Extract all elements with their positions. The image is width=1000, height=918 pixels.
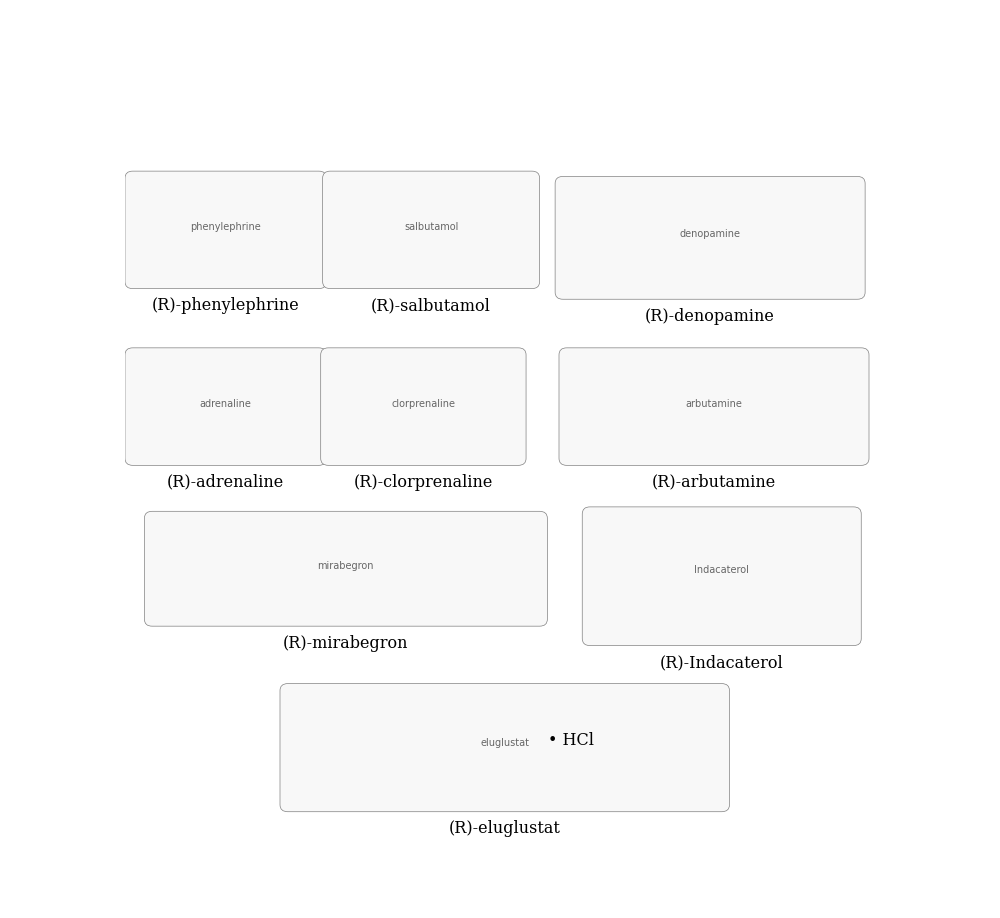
Text: phenylephrine: phenylephrine — [190, 222, 261, 231]
Text: salbutamol: salbutamol — [404, 222, 458, 231]
FancyBboxPatch shape — [144, 511, 547, 626]
Text: (R)-mirabegron: (R)-mirabegron — [283, 634, 409, 652]
FancyBboxPatch shape — [125, 348, 326, 465]
Text: (R)-eluglustat: (R)-eluglustat — [449, 820, 561, 837]
Text: arbutamine: arbutamine — [686, 398, 742, 409]
FancyBboxPatch shape — [582, 507, 861, 645]
Text: (R)-Indacaterol: (R)-Indacaterol — [660, 655, 784, 671]
Text: eluglustat: eluglustat — [480, 738, 529, 748]
FancyBboxPatch shape — [321, 348, 526, 465]
Text: clorprenaline: clorprenaline — [391, 398, 455, 409]
Text: (R)-adrenaline: (R)-adrenaline — [167, 474, 284, 491]
Text: (R)-salbutamol: (R)-salbutamol — [371, 297, 491, 314]
FancyBboxPatch shape — [125, 171, 326, 288]
FancyBboxPatch shape — [323, 171, 540, 288]
FancyBboxPatch shape — [280, 684, 730, 812]
Text: (R)-denopamine: (R)-denopamine — [645, 308, 775, 325]
Text: adrenaline: adrenaline — [200, 398, 252, 409]
Text: mirabegron: mirabegron — [318, 561, 374, 571]
Text: (R)-phenylephrine: (R)-phenylephrine — [152, 297, 300, 314]
Text: (R)-clorprenaline: (R)-clorprenaline — [354, 474, 493, 491]
Text: Indacaterol: Indacaterol — [694, 565, 749, 575]
Text: • HCl: • HCl — [548, 733, 594, 749]
FancyBboxPatch shape — [559, 348, 869, 465]
Text: denopamine: denopamine — [680, 229, 741, 239]
FancyBboxPatch shape — [555, 176, 865, 299]
Text: (R)-arbutamine: (R)-arbutamine — [652, 474, 776, 491]
